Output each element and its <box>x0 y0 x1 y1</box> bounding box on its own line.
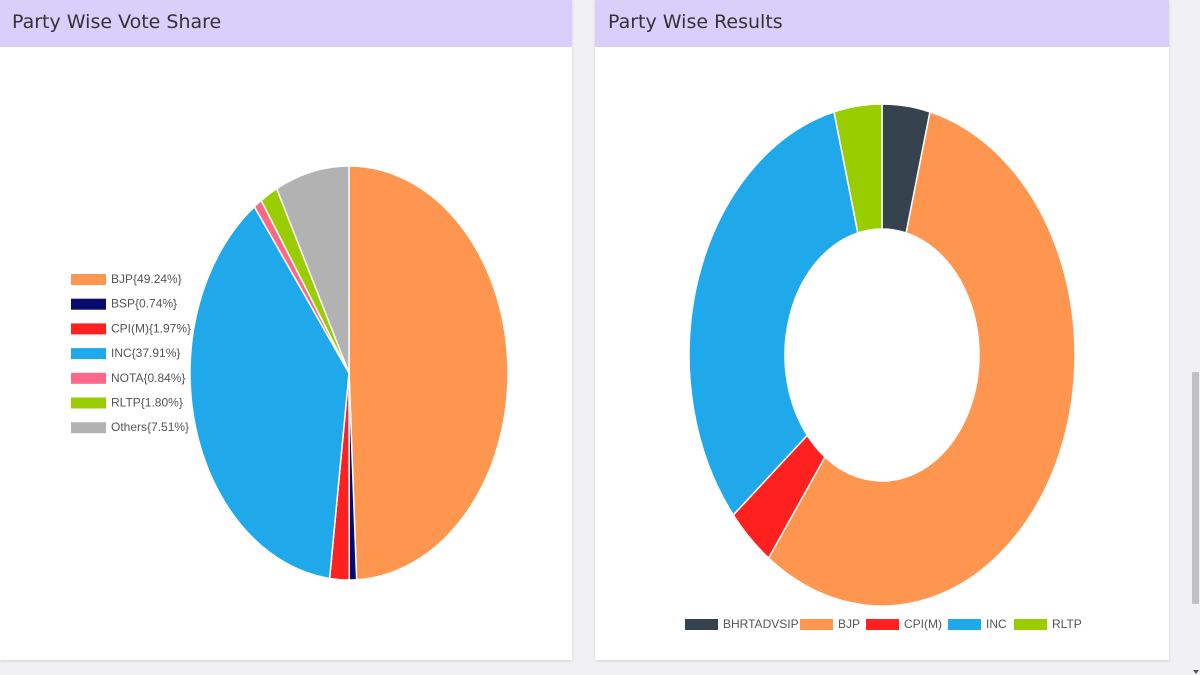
vote-share-title: Party Wise Vote Share <box>0 0 572 47</box>
legend-swatch-inc[interactable] <box>71 348 106 360</box>
legend-swatch-bjp[interactable] <box>800 619 833 630</box>
legend-swatch-others[interactable] <box>71 422 106 434</box>
results-doughnut-chart: BHRTADVSIP BJP CPI(M) INC RLTP <box>685 103 1082 631</box>
legend-label-cpi-m[interactable]: CPI(M){1.97%} <box>111 321 191 335</box>
vote-share-panel: Party Wise Vote Share BJP{49.24%} BSP{0.7… <box>0 0 572 660</box>
slice-inc[interactable] <box>688 110 859 517</box>
legend-swatch-cpi-m[interactable] <box>866 619 899 630</box>
legend-label-inc[interactable]: INC <box>986 617 1007 631</box>
vote-share-pie-chart: BJP{49.24%} BSP{0.74%} CPI(M){1.97%} INC{37… <box>71 165 509 581</box>
legend-label-inc[interactable]: INC{37.91%} <box>111 346 180 360</box>
results-title: Party Wise Results <box>595 0 1169 47</box>
legend-swatch-rltp[interactable] <box>71 397 106 409</box>
legend-swatch-cpi-m[interactable] <box>71 323 106 335</box>
legend-label-bjp[interactable]: BJP <box>838 617 860 631</box>
legend-swatch-inc[interactable] <box>948 619 981 630</box>
legend-label-cpi-m[interactable]: CPI(M) <box>904 617 942 631</box>
legend-label-rltp[interactable]: RLTP{1.80%} <box>111 396 183 410</box>
legend-label-bjp[interactable]: BJP{49.24%} <box>111 272 182 286</box>
legend-swatch-bhrtadvsip[interactable] <box>685 619 718 630</box>
legend-label-others[interactable]: Others{7.51%} <box>111 420 189 434</box>
legend-swatch-rltp[interactable] <box>1014 619 1047 630</box>
legend-label-bsp[interactable]: BSP{0.74%} <box>111 297 177 311</box>
scrollbar-thumb[interactable] <box>1192 372 1199 604</box>
slice-bjp[interactable] <box>348 165 509 581</box>
slice-bjp[interactable] <box>767 110 1076 607</box>
page-scrollbar[interactable] <box>1191 0 1200 675</box>
legend-label-bhrtadvsip[interactable]: BHRTADVSIP <box>723 617 799 631</box>
scroll-down-arrow-icon[interactable] <box>1193 670 1199 674</box>
legend-label-nota[interactable]: NOTA{0.84%} <box>111 371 185 385</box>
slice-others[interactable] <box>275 165 350 374</box>
results-panel: Party Wise Results BHRTADVSIP BJP CPI(M) IN… <box>595 0 1169 660</box>
slice-rltp[interactable] <box>833 103 883 234</box>
legend-label-rltp[interactable]: RLTP <box>1052 617 1082 631</box>
slice-inc[interactable] <box>189 205 350 580</box>
legend-swatch-bjp[interactable] <box>71 274 106 285</box>
legend-swatch-bsp[interactable] <box>71 298 106 310</box>
legend-swatch-nota[interactable] <box>71 372 106 384</box>
